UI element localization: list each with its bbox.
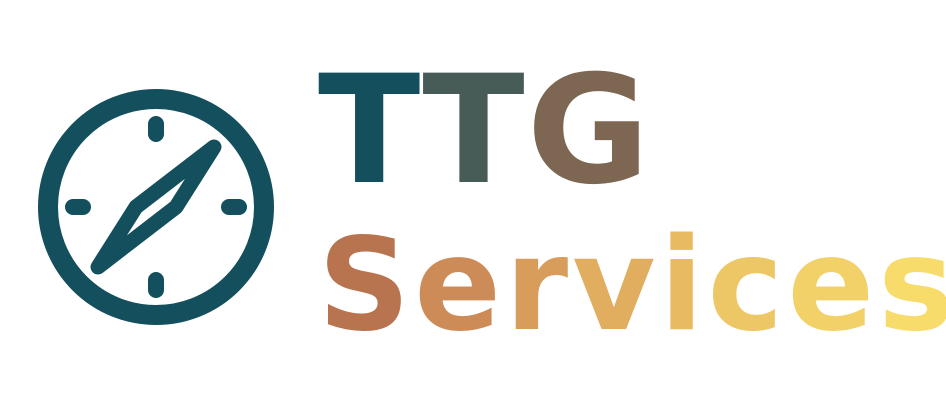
wordmark-letter: e [414,211,505,360]
wordmark-letter: T [422,44,527,218]
wordmark-letter: S [318,211,415,360]
wordmark-letter: v [572,211,660,360]
wordmark-letter: c [707,211,788,360]
wordmark-letter: T [318,44,423,218]
wordmark-letter: G [526,44,652,218]
wordmark-letter: r [505,211,573,360]
compass-icon [38,89,274,325]
wordmark-letter: i [659,211,708,360]
brand-wordmark: TTG Services [318,52,946,362]
brand-name-line1: TTG [318,56,652,206]
wordmark-letter: s [878,211,946,360]
wordmark-letter: e [787,211,879,360]
brand-name-line2: Services [318,222,946,350]
